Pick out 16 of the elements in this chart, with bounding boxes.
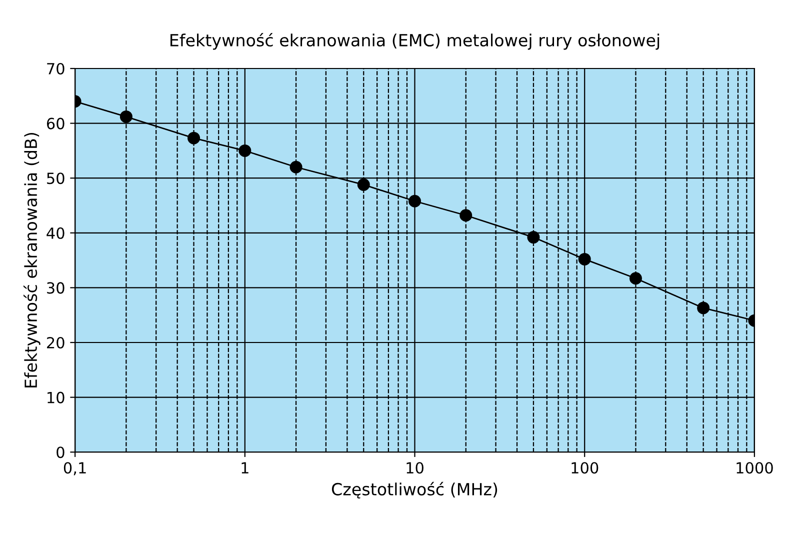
x-axis-title: Częstotliwość (MHz) [332,482,498,498]
x-tick-label: 0,1 [64,462,86,476]
y-tick-label: 40 [46,227,64,239]
x-tick-label: 10 [406,462,424,474]
y-axis-title: Efektywność ekranowania (dB) [24,132,40,388]
y-tick-label: 60 [46,118,64,130]
x-tick-label: 1000 [736,462,773,474]
y-tick-label: 30 [47,282,64,294]
y-tick-label: 70 [47,62,64,75]
y-tick-label: 50 [47,172,64,184]
x-tick-label: 1 [242,462,248,474]
chart-title: Efektywność ekranowania (EMC) metalowej rury osłonowej [170,32,660,50]
x-tick-label: 100 [572,462,598,474]
y-tick-label: 0 [56,446,64,458]
y-tick-label: 20 [47,336,64,349]
y-tick-label: 10 [48,392,64,404]
